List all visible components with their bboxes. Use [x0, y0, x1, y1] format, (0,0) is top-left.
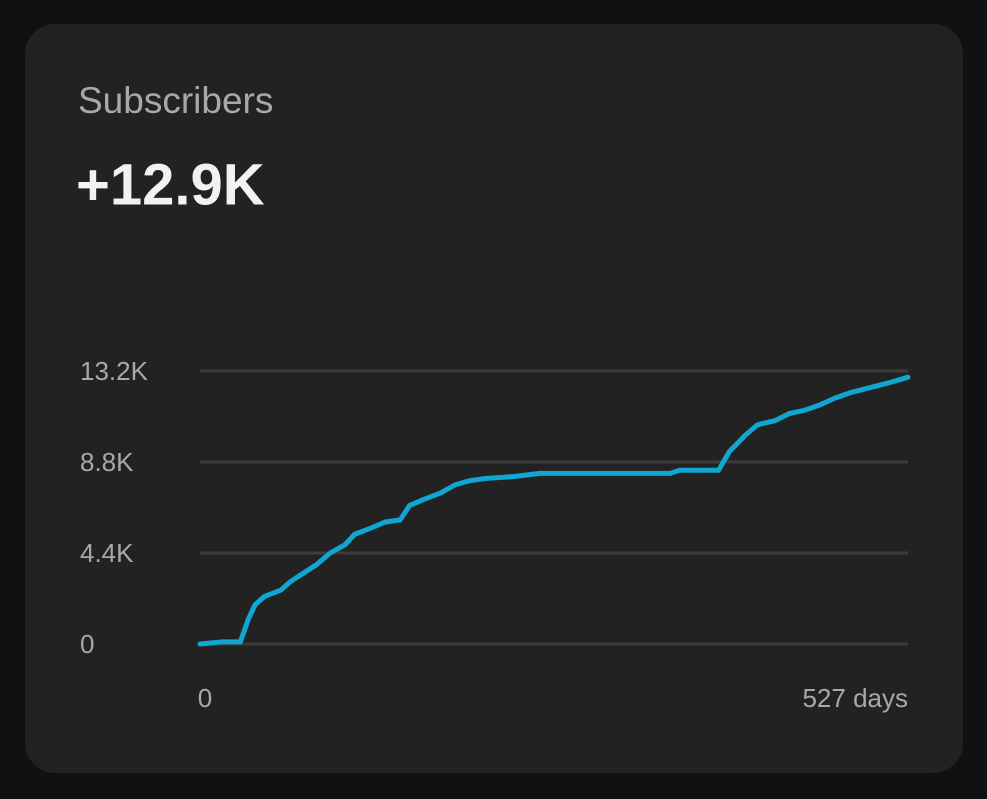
card	[25, 24, 963, 773]
y-tick-label: 0	[80, 629, 94, 659]
headline-value: +12.9K	[76, 152, 265, 217]
line-series	[197, 374, 911, 647]
x-tick-label: 527 days	[802, 683, 908, 713]
card-title: Subscribers	[78, 80, 273, 121]
x-tick-label: 0	[198, 683, 212, 713]
y-tick-label: 13.2K	[80, 356, 149, 386]
y-tick-label: 4.4K	[80, 538, 134, 568]
y-tick-label: 8.8K	[80, 447, 134, 477]
